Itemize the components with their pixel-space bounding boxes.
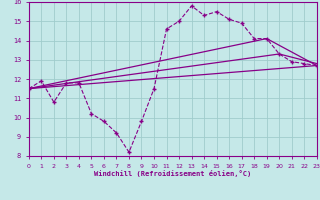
X-axis label: Windchill (Refroidissement éolien,°C): Windchill (Refroidissement éolien,°C) — [94, 170, 252, 177]
